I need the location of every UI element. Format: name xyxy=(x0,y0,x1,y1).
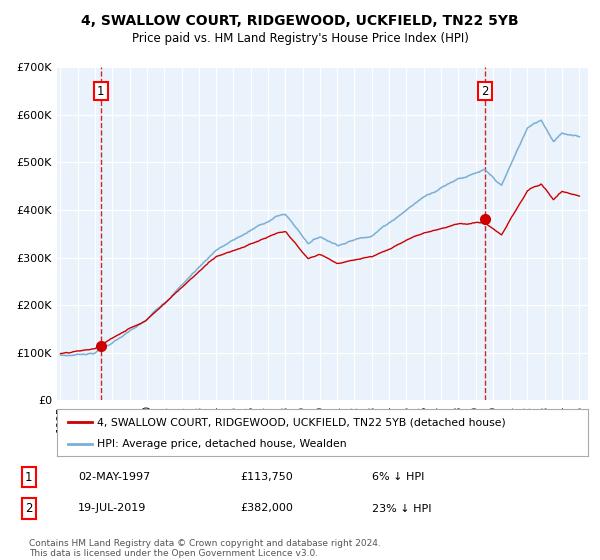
Text: 4, SWALLOW COURT, RIDGEWOOD, UCKFIELD, TN22 5YB: 4, SWALLOW COURT, RIDGEWOOD, UCKFIELD, T… xyxy=(81,14,519,28)
Text: £113,750: £113,750 xyxy=(240,472,293,482)
Text: £382,000: £382,000 xyxy=(240,503,293,514)
Text: 2: 2 xyxy=(481,85,488,97)
Text: 23% ↓ HPI: 23% ↓ HPI xyxy=(372,503,431,514)
Text: HPI: Average price, detached house, Wealden: HPI: Average price, detached house, Weal… xyxy=(97,438,346,449)
Text: 1: 1 xyxy=(97,85,104,97)
Text: 2: 2 xyxy=(25,502,32,515)
Text: 02-MAY-1997: 02-MAY-1997 xyxy=(78,472,150,482)
Text: 6% ↓ HPI: 6% ↓ HPI xyxy=(372,472,424,482)
Text: Contains HM Land Registry data © Crown copyright and database right 2024.
This d: Contains HM Land Registry data © Crown c… xyxy=(29,539,380,558)
Text: 4, SWALLOW COURT, RIDGEWOOD, UCKFIELD, TN22 5YB (detached house): 4, SWALLOW COURT, RIDGEWOOD, UCKFIELD, T… xyxy=(97,417,506,427)
Text: 1: 1 xyxy=(25,470,32,484)
Text: Price paid vs. HM Land Registry's House Price Index (HPI): Price paid vs. HM Land Registry's House … xyxy=(131,32,469,45)
Text: 19-JUL-2019: 19-JUL-2019 xyxy=(78,503,146,514)
